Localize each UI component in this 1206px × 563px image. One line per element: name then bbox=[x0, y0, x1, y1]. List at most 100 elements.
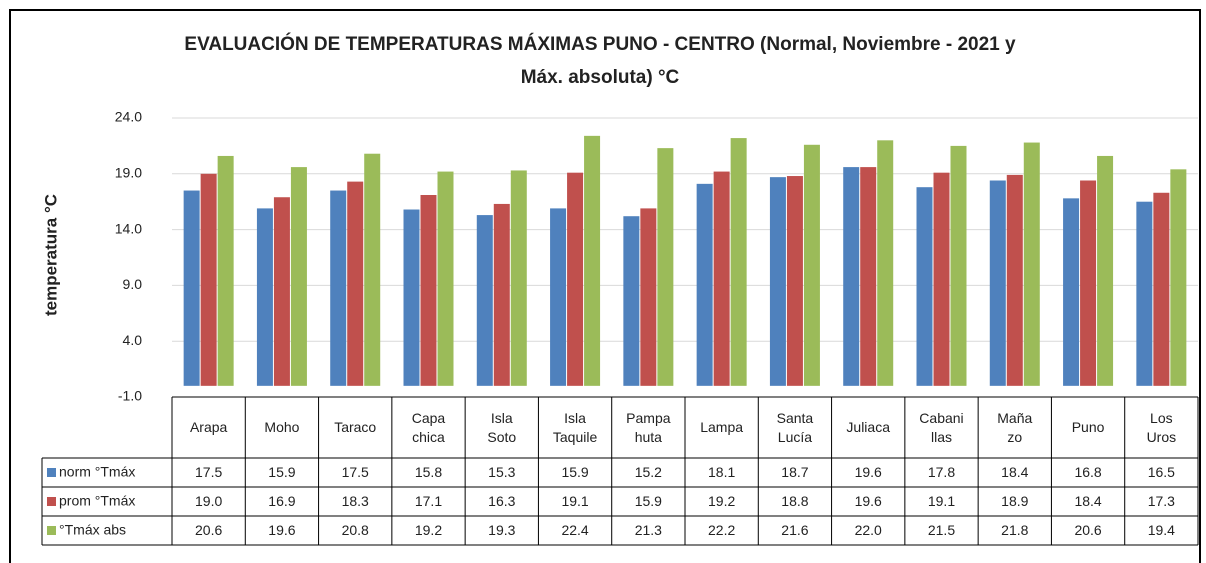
table-cell: 21.5 bbox=[927, 522, 956, 539]
bar bbox=[933, 172, 950, 386]
bar bbox=[550, 208, 567, 386]
table-cell: 18.4 bbox=[1001, 464, 1029, 481]
bar bbox=[1153, 192, 1170, 386]
y-tick-label: -1.0 bbox=[118, 388, 142, 404]
bar bbox=[217, 155, 234, 386]
bar bbox=[989, 180, 1006, 386]
bar bbox=[437, 171, 454, 386]
bar bbox=[730, 138, 747, 386]
table-cell: 17.3 bbox=[1147, 493, 1175, 510]
table-cell: 15.9 bbox=[561, 464, 589, 481]
bar bbox=[364, 153, 381, 386]
table-cell: 21.8 bbox=[1001, 522, 1029, 539]
table-cell: 16.9 bbox=[268, 493, 296, 510]
bar bbox=[843, 167, 860, 386]
table-cell: 18.7 bbox=[781, 464, 809, 481]
bar bbox=[510, 170, 527, 386]
bar bbox=[769, 177, 786, 386]
bar bbox=[183, 190, 200, 386]
x-tick-label: Pampa huta bbox=[626, 410, 671, 445]
table-cell: 22.2 bbox=[708, 522, 736, 539]
x-tick-label: Isla Soto bbox=[487, 410, 517, 445]
bar bbox=[1080, 180, 1097, 386]
bar bbox=[200, 173, 217, 386]
table-cell: 18.3 bbox=[341, 493, 369, 510]
x-tick-label: Cabani llas bbox=[919, 410, 964, 445]
table-cell: 17.1 bbox=[414, 493, 443, 510]
y-axis-label: temperatura °C bbox=[41, 194, 60, 316]
table-cell: 17.5 bbox=[341, 464, 369, 481]
table-cell: 16.5 bbox=[1147, 464, 1175, 481]
bar bbox=[803, 144, 820, 386]
table-cell: 19.6 bbox=[268, 522, 296, 539]
bar bbox=[657, 148, 674, 386]
table-cell: 17.8 bbox=[927, 464, 956, 481]
table-cell: 17.5 bbox=[195, 464, 223, 481]
bar bbox=[256, 208, 273, 386]
table-cell: 20.8 bbox=[341, 522, 369, 539]
bar bbox=[420, 195, 437, 386]
table-cell: 19.0 bbox=[195, 493, 223, 510]
x-tick-label: Taraco bbox=[334, 419, 377, 436]
bar bbox=[347, 181, 364, 386]
bar bbox=[623, 216, 640, 386]
bar bbox=[640, 208, 657, 386]
y-tick-label: 9.0 bbox=[123, 276, 143, 292]
table-cell: 22.0 bbox=[854, 522, 882, 539]
x-tick-label: Arapa bbox=[189, 419, 228, 436]
table-cell: 19.2 bbox=[708, 493, 736, 510]
table-cell: 16.3 bbox=[488, 493, 516, 510]
legend-label: norm °Tmáx bbox=[59, 464, 135, 480]
table-cell: 19.2 bbox=[414, 522, 443, 539]
bar bbox=[567, 172, 584, 386]
table-cell: 15.9 bbox=[268, 464, 296, 481]
bar bbox=[916, 187, 933, 386]
x-tick-label: Capa chica bbox=[411, 410, 446, 445]
bar bbox=[476, 215, 493, 386]
table-cell: 20.6 bbox=[195, 522, 223, 539]
table-cell: 19.1 bbox=[927, 493, 956, 510]
legend-key bbox=[47, 468, 56, 477]
bar bbox=[1063, 198, 1080, 386]
table-cell: 15.3 bbox=[488, 464, 516, 481]
table-cell: 18.8 bbox=[781, 493, 809, 510]
bar bbox=[330, 190, 347, 386]
bar bbox=[860, 167, 877, 386]
bar bbox=[1006, 174, 1023, 386]
bar bbox=[290, 167, 307, 386]
table-cell: 19.4 bbox=[1147, 522, 1175, 539]
table-cell: 18.4 bbox=[1074, 493, 1102, 510]
bar bbox=[273, 197, 290, 386]
x-tick-label: Isla Taquile bbox=[552, 410, 598, 445]
y-tick-label: 4.0 bbox=[123, 332, 143, 348]
x-tick-label: Juliaca bbox=[846, 419, 890, 436]
x-tick-label: Maña zo bbox=[997, 410, 1033, 445]
chart-title: EVALUACIÓN DE TEMPERATURAS MÁXIMAS PUNO … bbox=[184, 34, 1016, 88]
legend-label: prom °Tmáx bbox=[59, 493, 135, 509]
table-cell: 21.6 bbox=[781, 522, 809, 539]
bar bbox=[1170, 169, 1187, 386]
x-tick-label: Lampa bbox=[700, 419, 744, 436]
bar bbox=[713, 171, 730, 386]
table-cell: 15.9 bbox=[634, 493, 662, 510]
y-tick-label: 14.0 bbox=[115, 220, 142, 236]
table-cell: 19.6 bbox=[854, 464, 882, 481]
table-cell: 16.8 bbox=[1074, 464, 1102, 481]
bar bbox=[696, 183, 713, 386]
legend-key bbox=[47, 497, 56, 506]
bar bbox=[950, 145, 967, 386]
table-cell: 18.9 bbox=[1001, 493, 1029, 510]
x-tick-label: Los Uros bbox=[1146, 410, 1177, 445]
table-cell: 18.1 bbox=[708, 464, 736, 481]
x-tick-label: Moho bbox=[264, 419, 300, 436]
bar bbox=[403, 209, 420, 386]
frame bbox=[9, 9, 1201, 563]
x-tick-label: Santa Lucía bbox=[776, 410, 814, 445]
table-cell: 19.1 bbox=[561, 493, 589, 510]
table-cell: 15.8 bbox=[414, 464, 443, 481]
x-tick-label: Puno bbox=[1071, 419, 1105, 436]
y-tick-label: 19.0 bbox=[115, 165, 142, 181]
bar bbox=[584, 135, 601, 386]
